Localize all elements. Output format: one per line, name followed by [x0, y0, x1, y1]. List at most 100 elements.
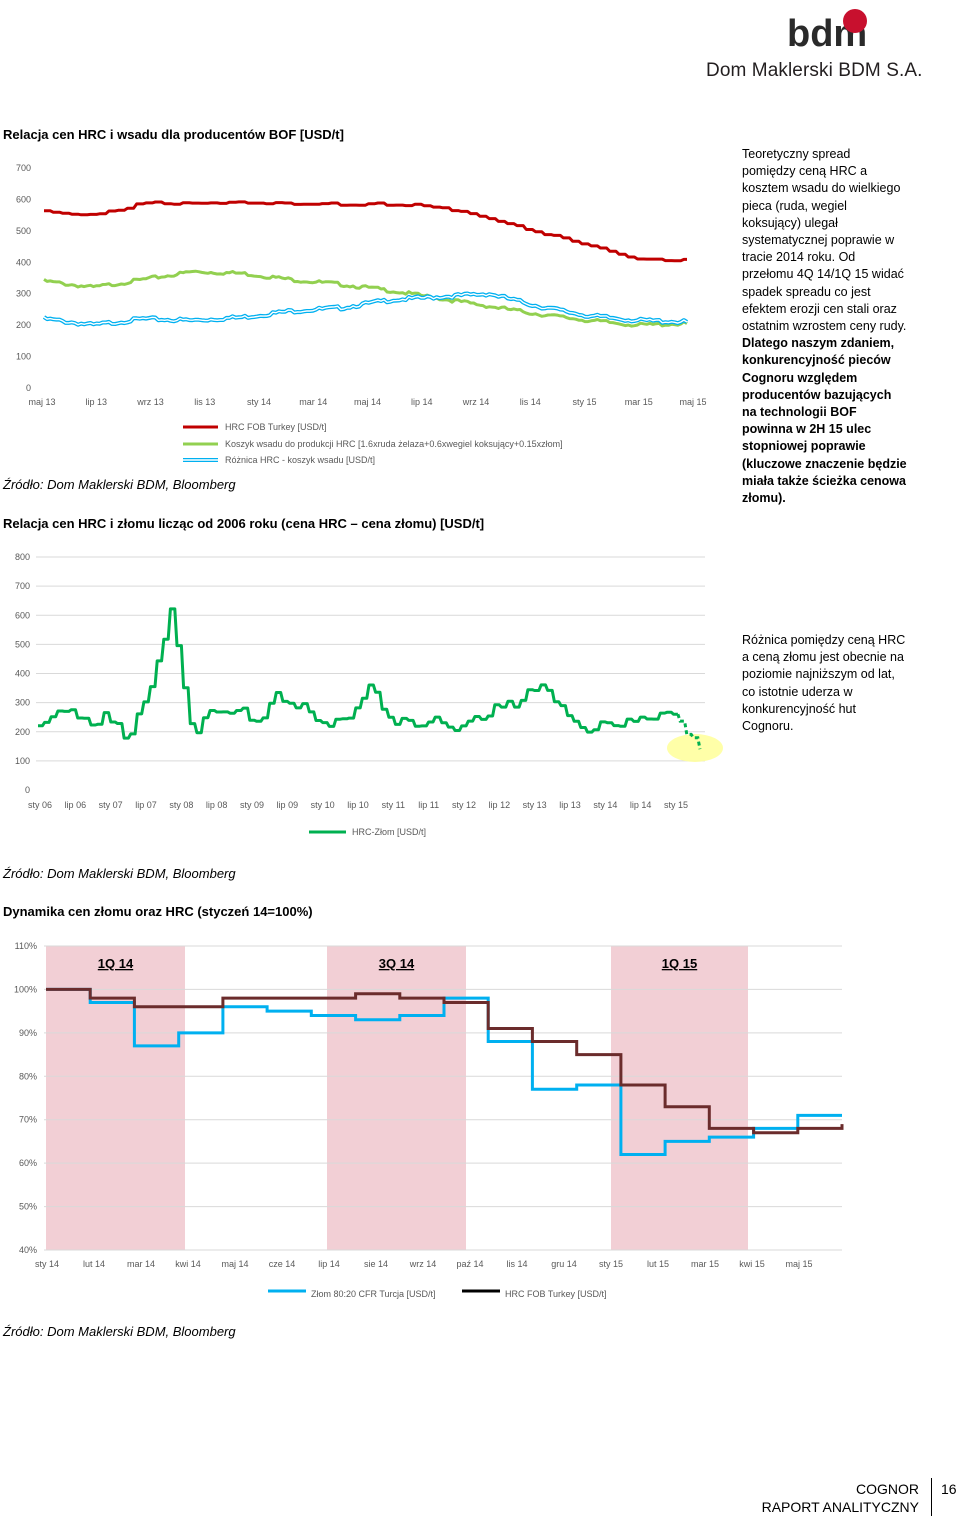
- chart1-x-tick: mar 14: [299, 397, 327, 407]
- chart2-x-tick: lip 11: [418, 800, 439, 810]
- logo-text: Dom Maklerski BDM S.A.: [706, 60, 923, 81]
- chart3-y-tick: 60%: [19, 1158, 37, 1168]
- chart2-x-tick: sty 07: [99, 800, 123, 810]
- chart3-y-tick: 70%: [19, 1115, 37, 1125]
- chart1-series-wsad: [43, 269, 688, 328]
- chart1-x-tick: lis 13: [194, 397, 215, 407]
- chart2-x-tick: sty 11: [382, 800, 405, 810]
- chart3-y-tick: 110%: [15, 941, 37, 951]
- chart2-x-tick: sty 12: [452, 800, 476, 810]
- logo-red-circle: [843, 9, 867, 33]
- chart2-highlight: [667, 734, 723, 762]
- chart3-x-tick: sty 15: [599, 1259, 623, 1269]
- chart3-series-hrc: [46, 987, 844, 1135]
- chart2-x-tick: lip 09: [277, 800, 299, 810]
- chart3-x-tick: lut 14: [83, 1259, 105, 1269]
- chart3-x-tick: cze 14: [269, 1259, 296, 1269]
- chart2-y-tick: 400: [15, 669, 30, 679]
- chart2-x-tick: sty 14: [593, 800, 617, 810]
- chart3-x-tick: kwi 15: [739, 1259, 765, 1269]
- chart1-y-tick: 0: [26, 383, 31, 393]
- chart3-x-tick: mar 14: [127, 1259, 155, 1269]
- chart1-y-tick: 400: [16, 257, 31, 267]
- chart2-series-hrc-zlom-recent: [676, 713, 702, 750]
- chart1-y-tick: 500: [16, 226, 31, 236]
- chart3-legend-label-zlom: Złom 80:20 CFR Turcja [USD/t]: [311, 1289, 436, 1299]
- chart1-y-tick: 200: [16, 320, 31, 330]
- chart1-x-tick: wrz 13: [136, 397, 164, 407]
- chart2-x-tick: sty 08: [169, 800, 193, 810]
- chart3-y-tick: 40%: [19, 1245, 37, 1255]
- chart2-y-tick: 100: [15, 756, 30, 766]
- chart2-x-tick: sty 13: [523, 800, 547, 810]
- chart2-x-tick: sty 10: [311, 800, 335, 810]
- chart2-x-tick: sty 15: [664, 800, 688, 810]
- chart2-y-tick: 500: [15, 639, 30, 649]
- footer-company: COGNOR: [856, 1481, 919, 1497]
- chart3-series-zlom: [46, 987, 842, 1156]
- chart1-x-tick: sty 15: [572, 397, 596, 407]
- chart2-x-tick: lip 06: [65, 800, 87, 810]
- chart1-x-tick: lis 14: [520, 397, 541, 407]
- chart2-x-tick: lip 10: [347, 800, 369, 810]
- chart1-x-tick: lip 14: [411, 397, 433, 407]
- chart3-y-tick: 80%: [19, 1071, 37, 1081]
- chart3-legend-label-hrc: HRC FOB Turkey [USD/t]: [505, 1289, 607, 1299]
- footer-page-number: 16: [941, 1481, 957, 1497]
- chart1-x-tick: maj 15: [679, 397, 706, 407]
- chart3-x-tick: lis 14: [506, 1259, 527, 1269]
- chart3-x-tick: lut 15: [647, 1259, 669, 1269]
- chart1-x-tick: maj 13: [28, 397, 55, 407]
- chart2-y-tick: 800: [15, 552, 30, 562]
- chart1-x-tick: maj 14: [354, 397, 381, 407]
- chart1-y-tick: 300: [16, 289, 31, 299]
- chart3-title: Dynamika cen złomu oraz HRC (styczeń 14=…: [3, 904, 313, 919]
- chart3-x-tick: wrz 14: [409, 1259, 437, 1269]
- chart3-shaded-period: [327, 946, 466, 1250]
- chart1-source: Źródło: Dom Maklerski BDM, Bloomberg: [3, 477, 236, 492]
- chart1-x-tick: wrz 14: [462, 397, 490, 407]
- chart3-x-tick: kwi 14: [175, 1259, 201, 1269]
- chart1-x-tick: lip 13: [85, 397, 107, 407]
- chart2-y-tick: 200: [15, 727, 30, 737]
- chart3-x-tick: lip 14: [318, 1259, 340, 1269]
- chart3-x-tick: gru 14: [551, 1259, 577, 1269]
- side-text-1-bold: Dlatego naszym zdaniem, konkurencyjność …: [742, 336, 907, 506]
- chart1-series-roznica: [43, 292, 688, 326]
- chart3-x-tick: sty 14: [35, 1259, 59, 1269]
- chart1-hrc-wsad: 0 100 200 300 400 500 600 700 maj 13 lip 13 wrz 13…: [16, 163, 707, 465]
- chart1-y-tick: 600: [16, 194, 31, 204]
- chart3-y-tick: 100%: [14, 984, 37, 994]
- chart3-shaded-period: [611, 946, 748, 1250]
- chart2-y-tick: 700: [15, 581, 30, 591]
- chart3-period-label: 1Q 15: [662, 956, 697, 971]
- chart1-x-tick: sty 14: [247, 397, 271, 407]
- chart2-x-tick: sty 06: [28, 800, 52, 810]
- chart1-y-tick: 700: [16, 163, 31, 173]
- chart1-x-tick: mar 15: [625, 397, 653, 407]
- chart2-series-hrc-zlom: [38, 607, 678, 740]
- chart3-period-label: 1Q 14: [98, 956, 134, 971]
- chart2-y-tick: 600: [15, 610, 30, 620]
- chart1-title: Relacja cen HRC i wsadu dla producentów …: [3, 127, 344, 142]
- chart2-title: Relacja cen HRC i złomu licząc od 2006 r…: [3, 516, 485, 531]
- chart3-x-tick: maj 14: [221, 1259, 248, 1269]
- side-text-1: Teoretyczny spread pomiędzy ceną HRC a k…: [742, 146, 907, 507]
- chart3-period-label: 3Q 14: [379, 956, 415, 971]
- chart1-legend-label: Różnica HRC - koszyk wsadu [USD/t]: [225, 455, 375, 465]
- chart1-y-tick: 100: [16, 352, 31, 362]
- chart3-y-tick: 50%: [19, 1202, 37, 1212]
- chart1-series-hrc: [44, 200, 687, 263]
- chart3-x-tick: paź 14: [456, 1259, 483, 1269]
- chart2-x-tick: lip 07: [135, 800, 157, 810]
- bdm-logo: bdm: [787, 9, 867, 55]
- chart3-x-tick: maj 15: [785, 1259, 812, 1269]
- chart2-hrc-zlom: 0 100 200 300 400 500 600 700 800 sty 06 lip 06 sty…: [15, 552, 723, 837]
- chart2-x-tick: lip 08: [206, 800, 228, 810]
- chart2-x-tick: lip 12: [489, 800, 511, 810]
- chart2-y-tick: 0: [25, 785, 30, 795]
- chart3-dynamika: 1Q 14 3Q 14 1Q 15 40% 50% 60% 70% 80% 90% 100% 110…: [14, 941, 844, 1299]
- chart1-legend-label: HRC FOB Turkey [USD/t]: [225, 422, 327, 432]
- side-text-1-plain: Teoretyczny spread pomiędzy ceną HRC a k…: [742, 147, 907, 334]
- side-text-2: Różnica pomiędzy ceną HRC a ceną złomu j…: [742, 633, 906, 734]
